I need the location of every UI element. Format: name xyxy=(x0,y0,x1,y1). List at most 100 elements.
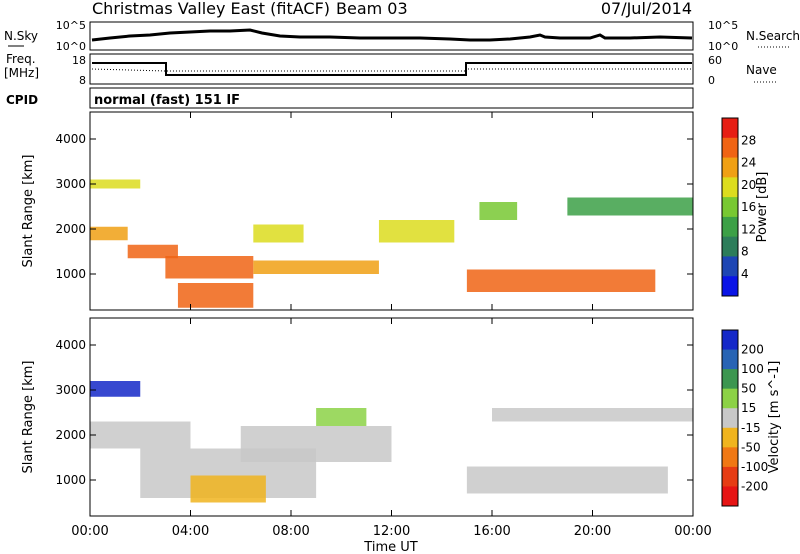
power-echo-band xyxy=(90,226,128,241)
power-echo-band xyxy=(177,283,254,308)
cpid-label: CPID xyxy=(6,93,38,107)
velocity-echo-band xyxy=(492,408,693,422)
velocity-colorbar-tick: -200 xyxy=(741,479,768,493)
power-colorbar: 4 8 12 16 20 24 28 xyxy=(721,117,756,297)
velocity-panel: 1000 2000 3000 4000 Slant Range [km] 200 100… xyxy=(21,317,782,517)
power-heatmap xyxy=(90,179,693,308)
velocity-colorbar-tick: 200 xyxy=(741,343,764,357)
freq-trace xyxy=(92,62,692,76)
power-colorbar-swatch xyxy=(722,157,738,178)
power-echo-band xyxy=(466,269,656,292)
velocity-echo-band xyxy=(240,426,392,462)
power-colorbar-swatch xyxy=(722,118,738,139)
velocity-colorbar-swatch xyxy=(722,369,738,390)
power-echo-band xyxy=(253,224,304,243)
power-echo-band xyxy=(479,202,518,220)
velocity-colorbar-label: Velocity [m s^-1] xyxy=(767,361,782,474)
power-echo-band xyxy=(127,244,178,259)
power-colorbar-frame xyxy=(721,117,739,297)
y-tick-label: 1000 xyxy=(55,473,86,487)
power-colorbar-tick: 20 xyxy=(741,178,756,192)
cpid-mode: normal (fast) 151 IF xyxy=(94,93,240,108)
y-tick-label: 1000 xyxy=(55,267,86,281)
velocity-echo-band xyxy=(190,475,266,503)
noise-tick-bottom-right: 10^0 xyxy=(708,40,738,53)
nave-label: Nave xyxy=(746,63,777,77)
nave-tick-top: 60 xyxy=(708,54,722,67)
frequency-panel: Freq. [MHz] 18 8 60 0 Nave xyxy=(4,52,777,87)
velocity-echo-band xyxy=(90,381,141,397)
freq-label: Freq. xyxy=(6,52,36,66)
velocity-colorbar-tick: -15 xyxy=(741,421,761,435)
power-panel: 1000 2000 3000 4000 Slant Range [km] 4 8 12 16… xyxy=(21,111,770,311)
power-echo-band xyxy=(90,179,141,189)
freq-tick-top: 18 xyxy=(72,54,86,67)
time-axis-label: Time UT xyxy=(363,540,417,554)
velocity-echo-band xyxy=(316,408,367,426)
power-colorbar-tick: 28 xyxy=(741,133,756,147)
noise-search-label: N.Search xyxy=(746,29,800,43)
noise-sky-label: N.Sky xyxy=(4,29,38,43)
noise-panel: N.Sky 10^5 10^0 10^5 10^0 N.Search xyxy=(4,19,800,53)
power-echo-band xyxy=(567,197,693,216)
cpid-panel: CPID normal (fast) 151 IF xyxy=(6,87,694,109)
velocity-colorbar-tick: 100 xyxy=(741,362,764,376)
velocity-colorbar-swatch xyxy=(722,349,738,370)
nave-tick-bottom: 0 xyxy=(708,74,715,87)
time-tick-label: 16:00 xyxy=(473,524,510,539)
power-echo-band xyxy=(253,260,379,274)
power-colorbar-swatch xyxy=(722,137,738,159)
y-tick-label: 2000 xyxy=(55,222,86,236)
power-colorbar-tick: 4 xyxy=(741,267,749,281)
noise-trace xyxy=(91,28,693,42)
velocity-colorbar-swatch xyxy=(722,330,738,351)
time-tick-label: 04:00 xyxy=(172,524,209,539)
power-colorbar-swatch xyxy=(722,216,738,238)
velocity-colorbar-tick: -50 xyxy=(741,440,761,454)
power-colorbar-swatch xyxy=(722,276,738,297)
velocity-colorbar-swatch xyxy=(722,447,738,468)
velocity-colorbar-swatch xyxy=(722,408,738,429)
velocity-echo-band xyxy=(466,466,668,494)
freq-tick-bottom: 8 xyxy=(79,74,86,87)
velocity-colorbar-swatch xyxy=(722,427,738,448)
velocity-colorbar-swatch xyxy=(722,466,738,487)
y-tick-label: 3000 xyxy=(55,177,86,191)
velocity-colorbar-frame xyxy=(721,329,739,507)
time-tick-label: 08:00 xyxy=(272,524,309,539)
y-tick-label: 2000 xyxy=(55,428,86,442)
velocity-colorbar-swatch xyxy=(722,388,738,409)
power-colorbar-tick: 8 xyxy=(741,245,749,259)
velocity-heatmap xyxy=(90,381,693,503)
power-echo-band xyxy=(165,256,254,279)
noise-tick-top-right: 10^5 xyxy=(708,19,738,32)
power-axis-ticks: 1000 2000 3000 4000 xyxy=(55,112,694,310)
beam-label: Beam 03 xyxy=(336,0,408,18)
radar-title: Christmas Valley East (fitACF) xyxy=(92,0,330,18)
power-colorbar-tick: 16 xyxy=(741,200,756,214)
velocity-colorbar-tick: -100 xyxy=(741,460,768,474)
velocity-axis-ticks: 1000 2000 3000 4000 xyxy=(55,318,694,516)
time-axis: 00:00 04:00 08:00 12:00 16:00 20:00 00:00 xyxy=(71,524,711,539)
noise-tick-top-left: 10^5 xyxy=(56,19,86,32)
date-label: 07/Jul/2014 xyxy=(601,0,692,18)
power-echo-band xyxy=(378,220,455,243)
y-tick-label: 3000 xyxy=(55,383,86,397)
time-tick-label: 20:00 xyxy=(574,524,611,539)
power-colorbar-tick: 12 xyxy=(741,222,756,236)
y-tick-label: 4000 xyxy=(55,132,86,146)
y-tick-label: 4000 xyxy=(55,338,86,352)
time-tick-label: 12:00 xyxy=(373,524,410,539)
power-colorbar-swatch xyxy=(722,256,738,277)
velocity-colorbar: 200 100 50 15 -15 -50 -100 -200 xyxy=(721,329,768,507)
velocity-echo-band xyxy=(90,421,191,449)
time-tick-label: 00:00 xyxy=(71,524,108,539)
freq-unit-label: [MHz] xyxy=(4,66,39,80)
power-colorbar-swatch xyxy=(722,236,738,257)
power-colorbar-tick: 24 xyxy=(741,156,756,170)
power-colorbar-swatch xyxy=(722,177,738,198)
velocity-ylabel: Slant Range [km] xyxy=(21,361,36,474)
time-tick-label: 00:00 xyxy=(674,524,711,539)
power-colorbar-label: Power [dB] xyxy=(755,172,770,243)
